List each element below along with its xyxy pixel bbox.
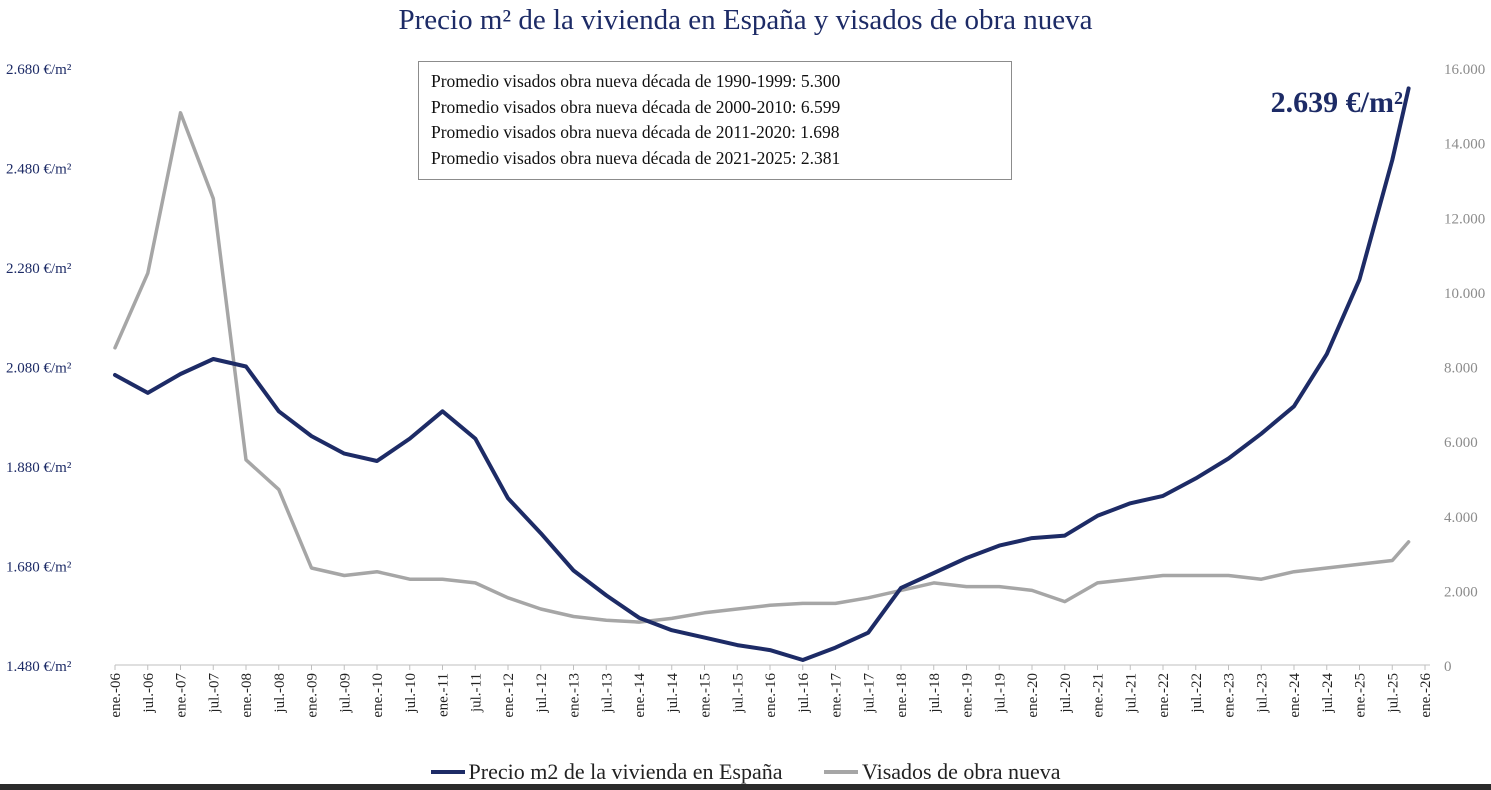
right-tick-label: 8.000 [1444, 361, 1478, 377]
right-tick-label: 2.000 [1444, 584, 1478, 600]
right-axis-ticks: 0 2.000 4.000 6.000 8.000 10.000 12.000 14.000 1… [1444, 62, 1485, 675]
x-tick-label: ene.-18 [894, 673, 910, 718]
window-bottom-bar [0, 784, 1491, 790]
x-tick-label: jul.-15 [730, 673, 746, 714]
x-tick-label: jul.-22 [1189, 673, 1205, 714]
x-tick-label: jul.-12 [534, 673, 550, 714]
legend-label-permits: Visados de obra nueva [862, 759, 1061, 784]
x-tick-label: jul.-07 [206, 673, 222, 714]
annotation-line: Promedio visados obra nueva década de 19… [431, 71, 841, 91]
x-tick-label: ene.-12 [501, 673, 517, 718]
x-tick-label: ene.-13 [567, 673, 583, 718]
right-tick-label: 4.000 [1444, 510, 1478, 526]
x-tick-label: jul.-18 [927, 673, 943, 714]
legend-swatch-price [430, 770, 465, 774]
legend-label-price: Precio m2 de la vivienda en España [468, 759, 783, 784]
right-tick-label: 0 [1444, 659, 1452, 675]
legend: Precio m2 de la vivienda en España Visad… [0, 754, 1491, 785]
x-tick-label: jul.-16 [796, 673, 812, 714]
left-tick-label: 2.680 €/m² [6, 62, 72, 78]
x-tick-label: ene.-08 [239, 673, 255, 718]
x-tick-label: jul.-06 [141, 673, 157, 714]
series-line-permits [113, 111, 1411, 624]
x-tick-label: ene.-09 [305, 673, 321, 718]
last-value-label: 2.639 €/m² [1270, 86, 1403, 119]
right-tick-label: 16.000 [1444, 62, 1485, 78]
x-tick-label: jul.-08 [272, 673, 288, 714]
x-tick-label: ene.-14 [632, 673, 648, 718]
annotation-line: Promedio visados obra nueva década de 20… [431, 147, 841, 168]
series-lines [113, 86, 1411, 662]
right-tick-label: 12.000 [1444, 211, 1485, 227]
x-tick-label: jul.-10 [403, 673, 419, 714]
x-tick-label: ene.-25 [1353, 673, 1369, 718]
x-tick-label: ene.-11 [436, 673, 452, 717]
x-tick-label: jul.-24 [1320, 673, 1336, 714]
x-tick-label: jul.-21 [1123, 673, 1139, 714]
left-axis-ticks: 1.480 €/m² 1.680 €/m² 1.880 €/m² 2.080 €/m²… [6, 62, 72, 675]
x-tick-label: ene.-17 [829, 673, 845, 718]
annotation-box: Promedio visados obra nueva década de 19… [418, 61, 1012, 180]
x-tick-label: ene.-10 [370, 673, 386, 718]
right-tick-label: 10.000 [1444, 286, 1485, 302]
x-tick-label: jul.-17 [861, 673, 877, 714]
x-tick-label: ene.-22 [1156, 673, 1172, 718]
x-tick-label: jul.-23 [1254, 673, 1270, 714]
legend-swatch-permits [824, 770, 859, 774]
x-tick-label: jul.-11 [468, 673, 484, 713]
x-tick-label: ene.-16 [763, 673, 779, 718]
annotation-line: Promedio visados obra nueva década de 20… [431, 96, 841, 117]
x-tick-label: jul.-25 [1385, 673, 1401, 714]
x-tick-label: ene.-06 [108, 673, 124, 718]
left-tick-label: 2.480 €/m² [6, 162, 72, 178]
legend-item-price: Precio m2 de la vivienda en España [430, 759, 783, 785]
x-tick-label: ene.-20 [1025, 673, 1041, 718]
legend-item-permits: Visados de obra nueva [824, 759, 1060, 785]
annotation-line: Promedio visados obra nueva década de 20… [431, 122, 840, 142]
series-line-price [113, 86, 1411, 662]
right-tick-label: 14.000 [1444, 137, 1485, 153]
left-tick-label: 2.080 €/m² [6, 361, 72, 377]
x-tick-label: ene.-19 [960, 673, 976, 718]
x-tick-label: jul.-13 [599, 673, 615, 714]
left-tick-label: 1.880 €/m² [6, 460, 72, 476]
x-tick-label: jul.-19 [992, 673, 1008, 714]
x-tick-label: ene.-21 [1091, 673, 1107, 718]
chart-title: Precio m² de la vivienda en España y vis… [398, 4, 1093, 36]
x-tick-label: ene.-23 [1222, 673, 1238, 718]
x-tick-label: ene.-24 [1287, 673, 1303, 718]
left-tick-label: 2.280 €/m² [6, 261, 72, 277]
x-axis-ticks: ene.-06 jul.-06 ene.-07 jul.-07 ene.-08 jul.-… [108, 665, 1434, 718]
right-tick-label: 6.000 [1444, 435, 1478, 451]
x-tick-label: ene.-15 [698, 673, 714, 718]
x-tick-label: jul.-20 [1058, 673, 1074, 714]
left-tick-label: 1.480 €/m² [6, 659, 72, 675]
x-tick-label: ene.-07 [174, 673, 190, 718]
x-tick-label: ene.-26 [1418, 673, 1434, 718]
x-tick-label: jul.-09 [337, 673, 353, 714]
x-tick-label: jul.-14 [665, 673, 681, 714]
left-tick-label: 1.680 €/m² [6, 560, 72, 576]
